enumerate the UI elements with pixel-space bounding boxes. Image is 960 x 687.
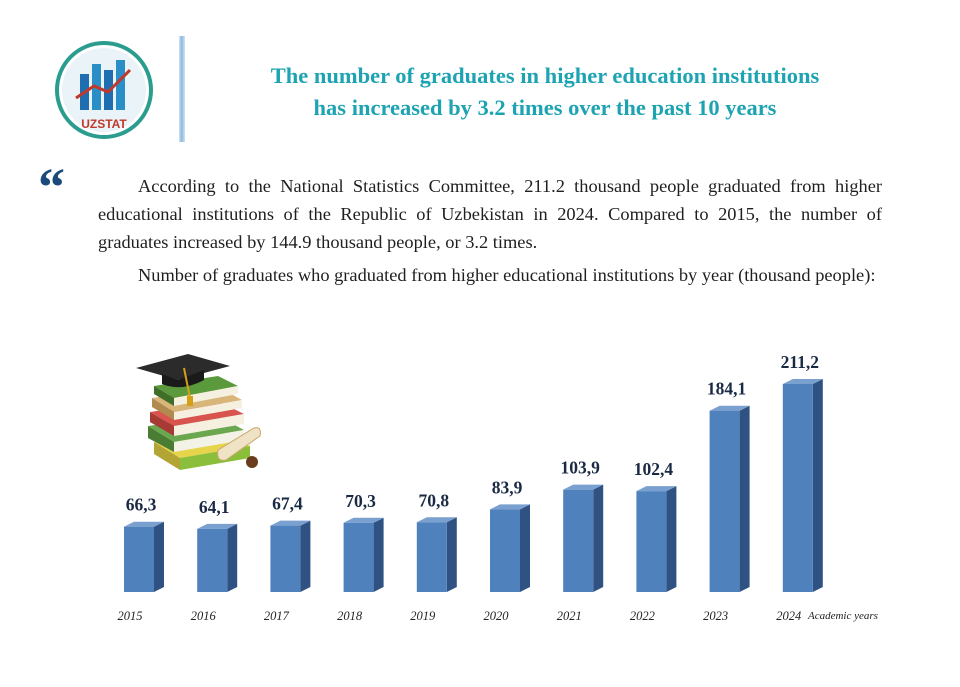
bar-2015 (124, 521, 164, 592)
header-divider (179, 36, 185, 142)
bar-side (227, 523, 238, 592)
bar-side (666, 486, 677, 592)
bar-front (709, 410, 740, 592)
bar-side (593, 484, 604, 592)
bar-top (563, 484, 604, 490)
bar-top (709, 405, 750, 411)
bar-side (446, 517, 457, 592)
bar-side (812, 379, 823, 592)
uzstat-logo: UZSTAT (55, 41, 153, 139)
bar-side (739, 405, 750, 592)
bar-2016 (197, 523, 238, 592)
bars-layer (124, 379, 823, 592)
paragraph-summary: According to the National Statistics Com… (98, 176, 882, 252)
bar-top (636, 486, 677, 492)
labels-layer: 66,3 2015 64,1 2016 67,4 2017 70,3 2018 70,8 2019… (118, 352, 820, 623)
bar-side (300, 520, 311, 592)
x-axis-label: Academic years (807, 610, 878, 622)
bar-2017 (270, 520, 311, 592)
quote-mark: “ (38, 157, 65, 217)
bar-2023 (709, 405, 750, 592)
data-label-2017: 67,4 (272, 494, 303, 514)
bar-top (343, 517, 384, 523)
bar-top (124, 521, 164, 527)
bar-front (782, 384, 813, 592)
bar-top (270, 520, 311, 526)
x-tick-2019: 2019 (410, 609, 436, 623)
bar-front (563, 489, 594, 592)
data-label-2021: 103,9 (561, 458, 601, 478)
page-title: The number of graduates in higher educat… (190, 60, 900, 124)
x-tick-2021: 2021 (557, 609, 582, 623)
data-label-2019: 70,8 (418, 490, 449, 510)
data-label-2022: 102,4 (634, 459, 674, 479)
title-line-1: The number of graduates in higher educat… (270, 63, 820, 88)
paragraph-chart-intro: Number of graduates who graduated from h… (138, 265, 876, 285)
x-tick-2016: 2016 (191, 609, 217, 623)
bar-side (373, 517, 384, 592)
bar-2024 (782, 379, 823, 592)
bar-front (197, 528, 228, 592)
body-text: According to the National Statistics Com… (98, 172, 882, 289)
bar-top (490, 504, 530, 510)
bar-front (636, 491, 667, 592)
bar-2022 (636, 486, 677, 592)
bar-side (520, 504, 530, 592)
x-tick-2020: 2020 (484, 609, 510, 623)
bar-front (343, 522, 374, 592)
bar-2019 (416, 517, 457, 592)
bar-front (490, 509, 520, 592)
data-label-2020: 83,9 (492, 477, 523, 497)
bar-front (124, 526, 154, 592)
books-graduation-cap-icon (136, 354, 261, 470)
data-label-2018: 70,3 (345, 491, 376, 511)
x-tick-2017: 2017 (264, 609, 290, 623)
bar-top (416, 517, 457, 523)
x-tick-2024: 2024 (776, 609, 801, 623)
bar-front (270, 525, 301, 592)
logo-text: UZSTAT (81, 117, 127, 131)
x-tick-2023: 2023 (703, 609, 728, 623)
data-label-2016: 64,1 (199, 497, 230, 517)
bar-2020 (490, 504, 530, 592)
data-label-2024: 211,2 (781, 352, 819, 372)
bar-side (154, 521, 164, 592)
bar-2021 (563, 484, 604, 592)
x-tick-2015: 2015 (118, 609, 143, 623)
data-label-2023: 184,1 (707, 379, 746, 399)
title-line-2: has increased by 3.2 times over the past… (313, 95, 777, 120)
bar-front (416, 522, 447, 592)
bar-2018 (343, 517, 384, 592)
bar-top (782, 379, 823, 384)
data-label-2015: 66,3 (126, 495, 157, 515)
bar-top (197, 523, 238, 529)
x-tick-2018: 2018 (337, 609, 363, 623)
x-tick-2022: 2022 (630, 609, 655, 623)
